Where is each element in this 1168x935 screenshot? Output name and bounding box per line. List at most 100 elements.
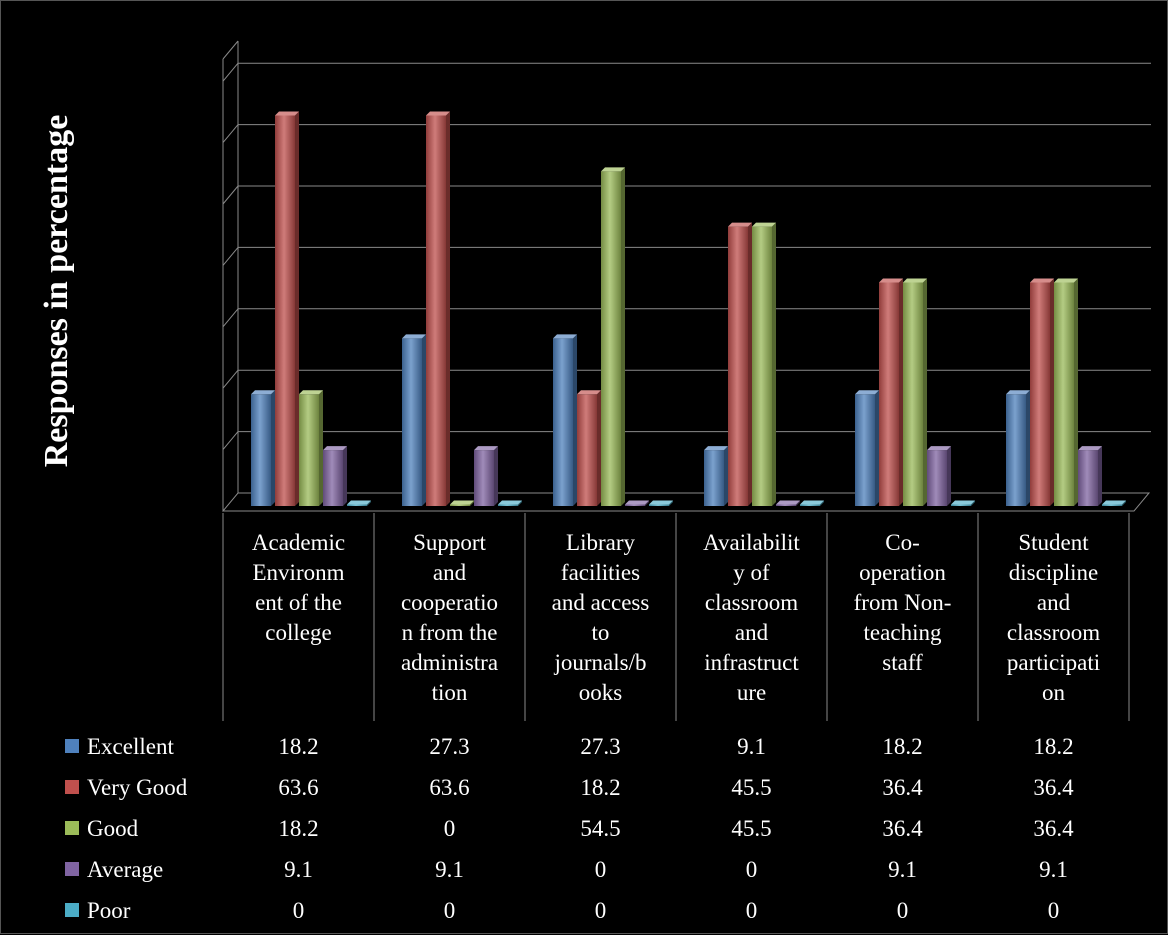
bar-side — [724, 446, 728, 506]
data-label: 63.6 — [429, 775, 469, 800]
bar — [601, 167, 625, 506]
bar-top — [498, 500, 522, 505]
category-label-line: Environm — [253, 560, 345, 585]
category-label-line: y of — [733, 560, 770, 585]
bar-front — [426, 115, 446, 506]
data-label: 0 — [746, 898, 758, 923]
data-label: 63.6 — [278, 775, 318, 800]
bar — [879, 278, 903, 506]
data-label: 27.3 — [580, 734, 620, 759]
bar-front — [927, 450, 947, 506]
chart-walls — [221, 40, 1151, 512]
bar — [426, 111, 450, 506]
bar — [474, 446, 498, 506]
bar — [728, 222, 752, 506]
category-label-line: Availabilit — [703, 530, 800, 555]
bar-side — [573, 334, 577, 506]
bar-side — [295, 111, 299, 506]
bar — [649, 500, 673, 506]
bar-front — [855, 394, 875, 506]
bar-top — [347, 500, 371, 505]
bar — [625, 500, 649, 506]
bar — [498, 500, 522, 506]
side-wall-top — [222, 40, 239, 60]
bar — [553, 334, 577, 506]
bar-top — [704, 446, 728, 451]
bar-top — [1006, 390, 1030, 395]
gridline-side — [222, 308, 239, 328]
bar-side — [446, 111, 450, 506]
gridline-side — [222, 124, 239, 143]
bar — [450, 500, 474, 506]
data-label: 0 — [1048, 898, 1060, 923]
bar-front — [347, 504, 367, 506]
bar — [776, 500, 800, 506]
bar-side — [1098, 446, 1102, 506]
category-label-line: discipline — [1009, 560, 1098, 585]
bar — [299, 390, 323, 506]
bar — [402, 334, 426, 506]
bar-side — [518, 500, 522, 506]
data-label: 9.1 — [284, 857, 313, 882]
bar-top — [553, 334, 577, 339]
data-label: 9.1 — [888, 857, 917, 882]
bar-side — [748, 222, 752, 506]
bar-top — [474, 446, 498, 451]
bar-side — [319, 390, 323, 506]
data-table: Academic Environm ent of the college Support… — [65, 513, 1130, 923]
category-label: Student discipline and classroom participati… — [1007, 530, 1100, 705]
category-label-line: ent of the — [255, 590, 342, 615]
category-label-line: ooks — [579, 680, 623, 705]
data-label: 36.4 — [882, 775, 923, 800]
data-label: 18.2 — [278, 734, 318, 759]
legend-label: Very Good — [87, 775, 188, 800]
bar-side — [669, 500, 673, 506]
bar-front — [1102, 504, 1122, 506]
category-label-line: participati — [1007, 650, 1100, 675]
data-label: 18.2 — [882, 734, 922, 759]
category-label-line: administra — [401, 650, 498, 675]
bar-side — [1026, 390, 1030, 506]
bar — [951, 500, 975, 506]
category-label: Support and cooperatio n from the administra… — [401, 530, 498, 705]
bar-top — [402, 334, 426, 339]
bar-top — [1078, 446, 1102, 451]
bar — [800, 500, 824, 506]
bar-side — [971, 500, 975, 506]
category-label-line: on — [1042, 680, 1066, 705]
bar-top — [951, 500, 975, 505]
bar-side — [1074, 278, 1078, 506]
bar — [577, 390, 601, 506]
category-label-line: college — [265, 620, 331, 645]
data-label: 27.3 — [429, 734, 469, 759]
category-label: Academic Environm ent of the college — [252, 530, 345, 645]
category-label: Availabilit y of classroom and infrastruct ur… — [703, 530, 800, 705]
bar-front — [903, 282, 923, 506]
legend-label: Average — [87, 857, 163, 882]
gridline-side — [222, 247, 239, 266]
bar-front — [450, 504, 470, 506]
bar-side — [422, 334, 426, 506]
data-label: 36.4 — [882, 816, 923, 841]
category-label-line: classroom — [705, 590, 798, 615]
bar — [275, 111, 299, 506]
bar — [347, 500, 371, 506]
bar-front — [951, 504, 971, 506]
bar-top — [879, 278, 903, 283]
bar-top — [855, 390, 879, 395]
data-label: 0 — [293, 898, 305, 923]
bar-side — [772, 222, 776, 506]
bar-top — [752, 222, 776, 227]
bar-top — [251, 390, 275, 395]
category-label-line: Library — [566, 530, 635, 555]
bar-front — [649, 504, 669, 506]
bar — [704, 446, 728, 506]
bar-top — [275, 111, 299, 116]
category-label-line: Student — [1018, 530, 1089, 555]
category-label: Library facilities and access to journals/b o… — [552, 530, 650, 705]
category-label-line: ure — [737, 680, 766, 705]
data-label: 9.1 — [737, 734, 766, 759]
data-label: 0 — [746, 857, 758, 882]
